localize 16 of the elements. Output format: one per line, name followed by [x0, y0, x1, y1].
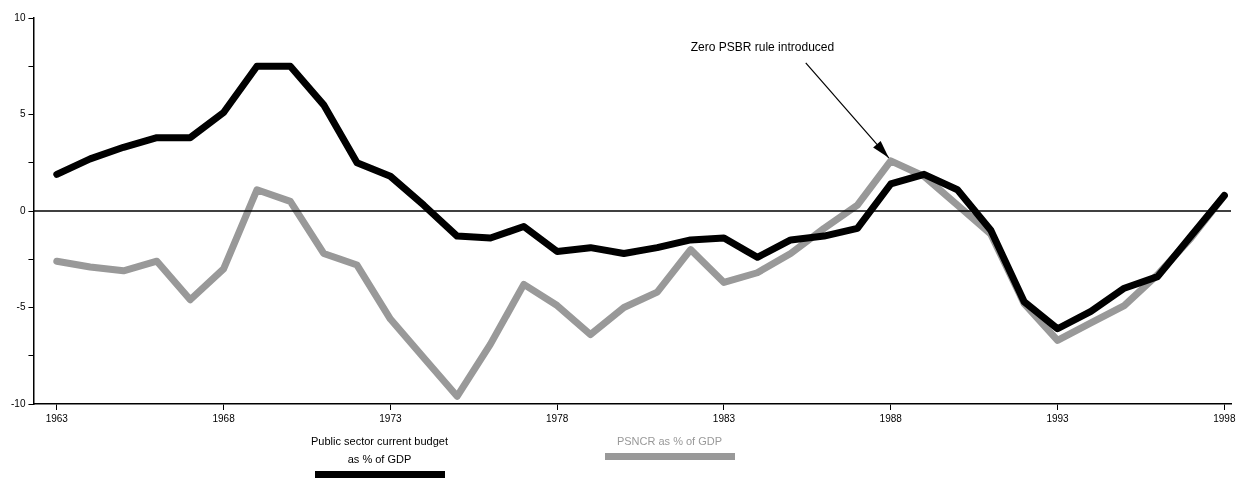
y-tick-label: 0 [19, 204, 26, 216]
x-tick-label: 1973 [379, 412, 402, 424]
y-tick-label: -5 [16, 301, 26, 313]
text: Public sector current budget as % of GDP [310, 434, 449, 467]
x-tick-label: 1983 [712, 412, 736, 424]
x-tick-label: 1998 [1213, 412, 1236, 424]
x-tick-label: 1988 [879, 412, 903, 424]
text: PSNCR as % of GDP [616, 434, 723, 449]
x-tick-label: 1993 [1046, 412, 1070, 424]
x-tick-label: 1963 [45, 412, 69, 424]
y-tick-label: 5 [19, 108, 26, 120]
annotation: Zero PSBR rule introduced [690, 39, 835, 54]
x-tick-label: 1978 [546, 412, 569, 424]
y-tick-label: 10 [14, 11, 26, 23]
x-tick-label: 1968 [212, 412, 236, 424]
y-tick-label: -10 [11, 397, 26, 409]
